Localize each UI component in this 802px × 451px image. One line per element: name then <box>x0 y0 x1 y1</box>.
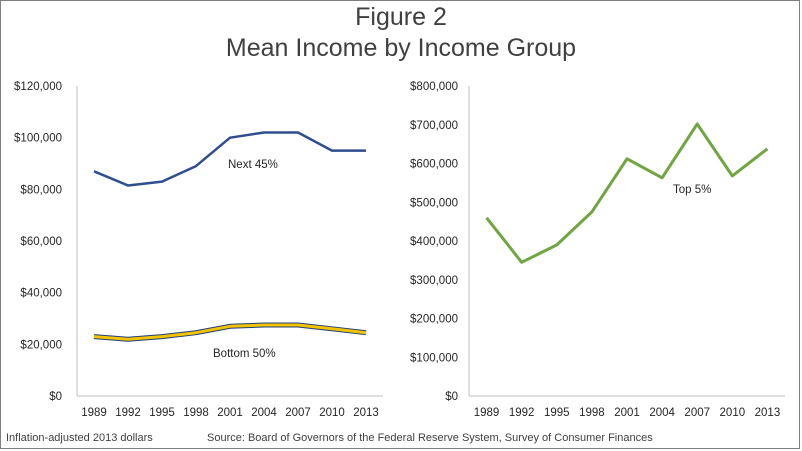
x-tick-label: 1995 <box>149 407 175 419</box>
y-tick-label: $0 <box>49 391 62 403</box>
x-tick-label: 2007 <box>684 407 710 419</box>
series-line-top-5 <box>485 122 769 264</box>
y-tick-label: $200,000 <box>410 314 458 326</box>
x-tick-label: 2001 <box>614 407 640 419</box>
x-tick-label: 1992 <box>509 407 535 419</box>
y-tick-label: $100,000 <box>410 352 458 364</box>
y-tick-label: $300,000 <box>410 275 458 287</box>
x-tick-label: 1998 <box>579 407 605 419</box>
footnote-source: Source: Board of Governors of the Federa… <box>207 432 653 444</box>
y-tick-label: $120,000 <box>14 81 62 93</box>
y-tick-label: $20,000 <box>20 339 62 351</box>
x-tick-label: 2001 <box>217 407 243 419</box>
y-tick-label: $500,000 <box>410 197 458 209</box>
y-tick-label: $0 <box>445 391 458 403</box>
x-tick-label: 1998 <box>183 407 209 419</box>
x-tick-label: 2013 <box>755 407 781 419</box>
series-label-next-45: Next 45% <box>228 159 278 171</box>
series-label-bottom-50: Bottom 50% <box>213 348 276 360</box>
y-tick-label: $700,000 <box>410 120 458 132</box>
x-tick-label: 2010 <box>720 407 746 419</box>
x-tick-label: 1989 <box>474 407 500 419</box>
y-tick-label: $800,000 <box>410 81 458 93</box>
figure-title-block: Figure 2 Mean Income by Income Group <box>0 2 802 64</box>
x-tick-label: 1992 <box>115 407 141 419</box>
series-line-bottom-50-fill <box>93 323 367 341</box>
x-tick-label: 1995 <box>544 407 570 419</box>
figure-title: Figure 2 <box>355 3 447 31</box>
x-tick-label: 2004 <box>251 407 277 419</box>
y-tick-label: $60,000 <box>20 236 62 248</box>
y-tick-label: $400,000 <box>410 236 458 248</box>
series-line-next-45 <box>93 131 366 187</box>
footnote-units: Inflation-adjusted 2013 dollars <box>6 432 153 444</box>
y-tick-label: $40,000 <box>20 288 62 300</box>
x-tick-label: 2004 <box>649 407 675 419</box>
x-tick-label: 2010 <box>319 407 345 419</box>
x-tick-label: 2013 <box>353 407 379 419</box>
x-tick-label: 1989 <box>81 407 107 419</box>
figure-subtitle: Mean Income by Income Group <box>225 34 577 62</box>
x-tick-label: 2007 <box>285 407 311 419</box>
y-tick-label: $600,000 <box>410 159 458 171</box>
series-label-top-5: Top 5% <box>673 184 711 196</box>
y-tick-label: $80,000 <box>20 184 62 196</box>
y-tick-label: $100,000 <box>14 133 62 145</box>
